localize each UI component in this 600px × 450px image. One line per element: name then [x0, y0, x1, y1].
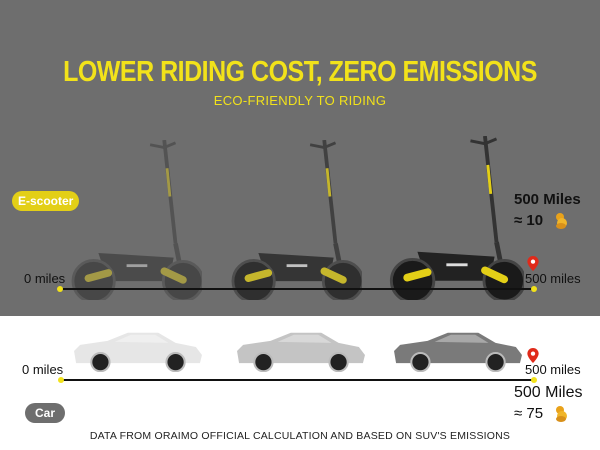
car-start-label: 0 miles	[22, 362, 64, 377]
footer-note: DATA FROM ORAIMO OFFICIAL CALCULATION AN…	[89, 430, 511, 442]
scooter-image-faded	[70, 140, 202, 300]
car-image	[392, 330, 524, 372]
scooter-start-label: 0 miles	[24, 271, 66, 286]
scooter-end-label: 500 miles	[525, 271, 581, 286]
scooter-cost: ≈ 10	[514, 212, 544, 229]
start-dot	[57, 286, 63, 292]
location-pin-icon	[527, 256, 539, 271]
scooter-distance-line	[60, 288, 534, 290]
e-scooter-badge: E-scooter	[12, 191, 80, 211]
gold-coins-icon	[555, 406, 567, 422]
page-title: LOWER RIDING COST, ZERO EMISSIONS	[63, 55, 537, 89]
gold-coins-icon	[555, 213, 567, 229]
car-image-mid	[235, 330, 367, 372]
car-distance: 500 Miles	[514, 384, 583, 401]
start-dot	[58, 377, 64, 383]
car-image-faded	[72, 330, 204, 372]
scooter-image-mid	[230, 140, 362, 300]
end-dot	[531, 286, 537, 292]
end-dot	[531, 377, 537, 383]
car-distance-line	[61, 379, 534, 381]
scooter-image	[388, 136, 524, 300]
page-subtitle: ECO-FRIENDLY TO RIDING	[213, 93, 387, 108]
car-cost: ≈ 75	[514, 405, 544, 422]
scooter-distance: 500 Miles	[514, 191, 581, 208]
car-end-label: 500 miles	[525, 362, 581, 377]
car-badge: Car	[25, 403, 66, 423]
location-pin-icon	[527, 348, 539, 363]
